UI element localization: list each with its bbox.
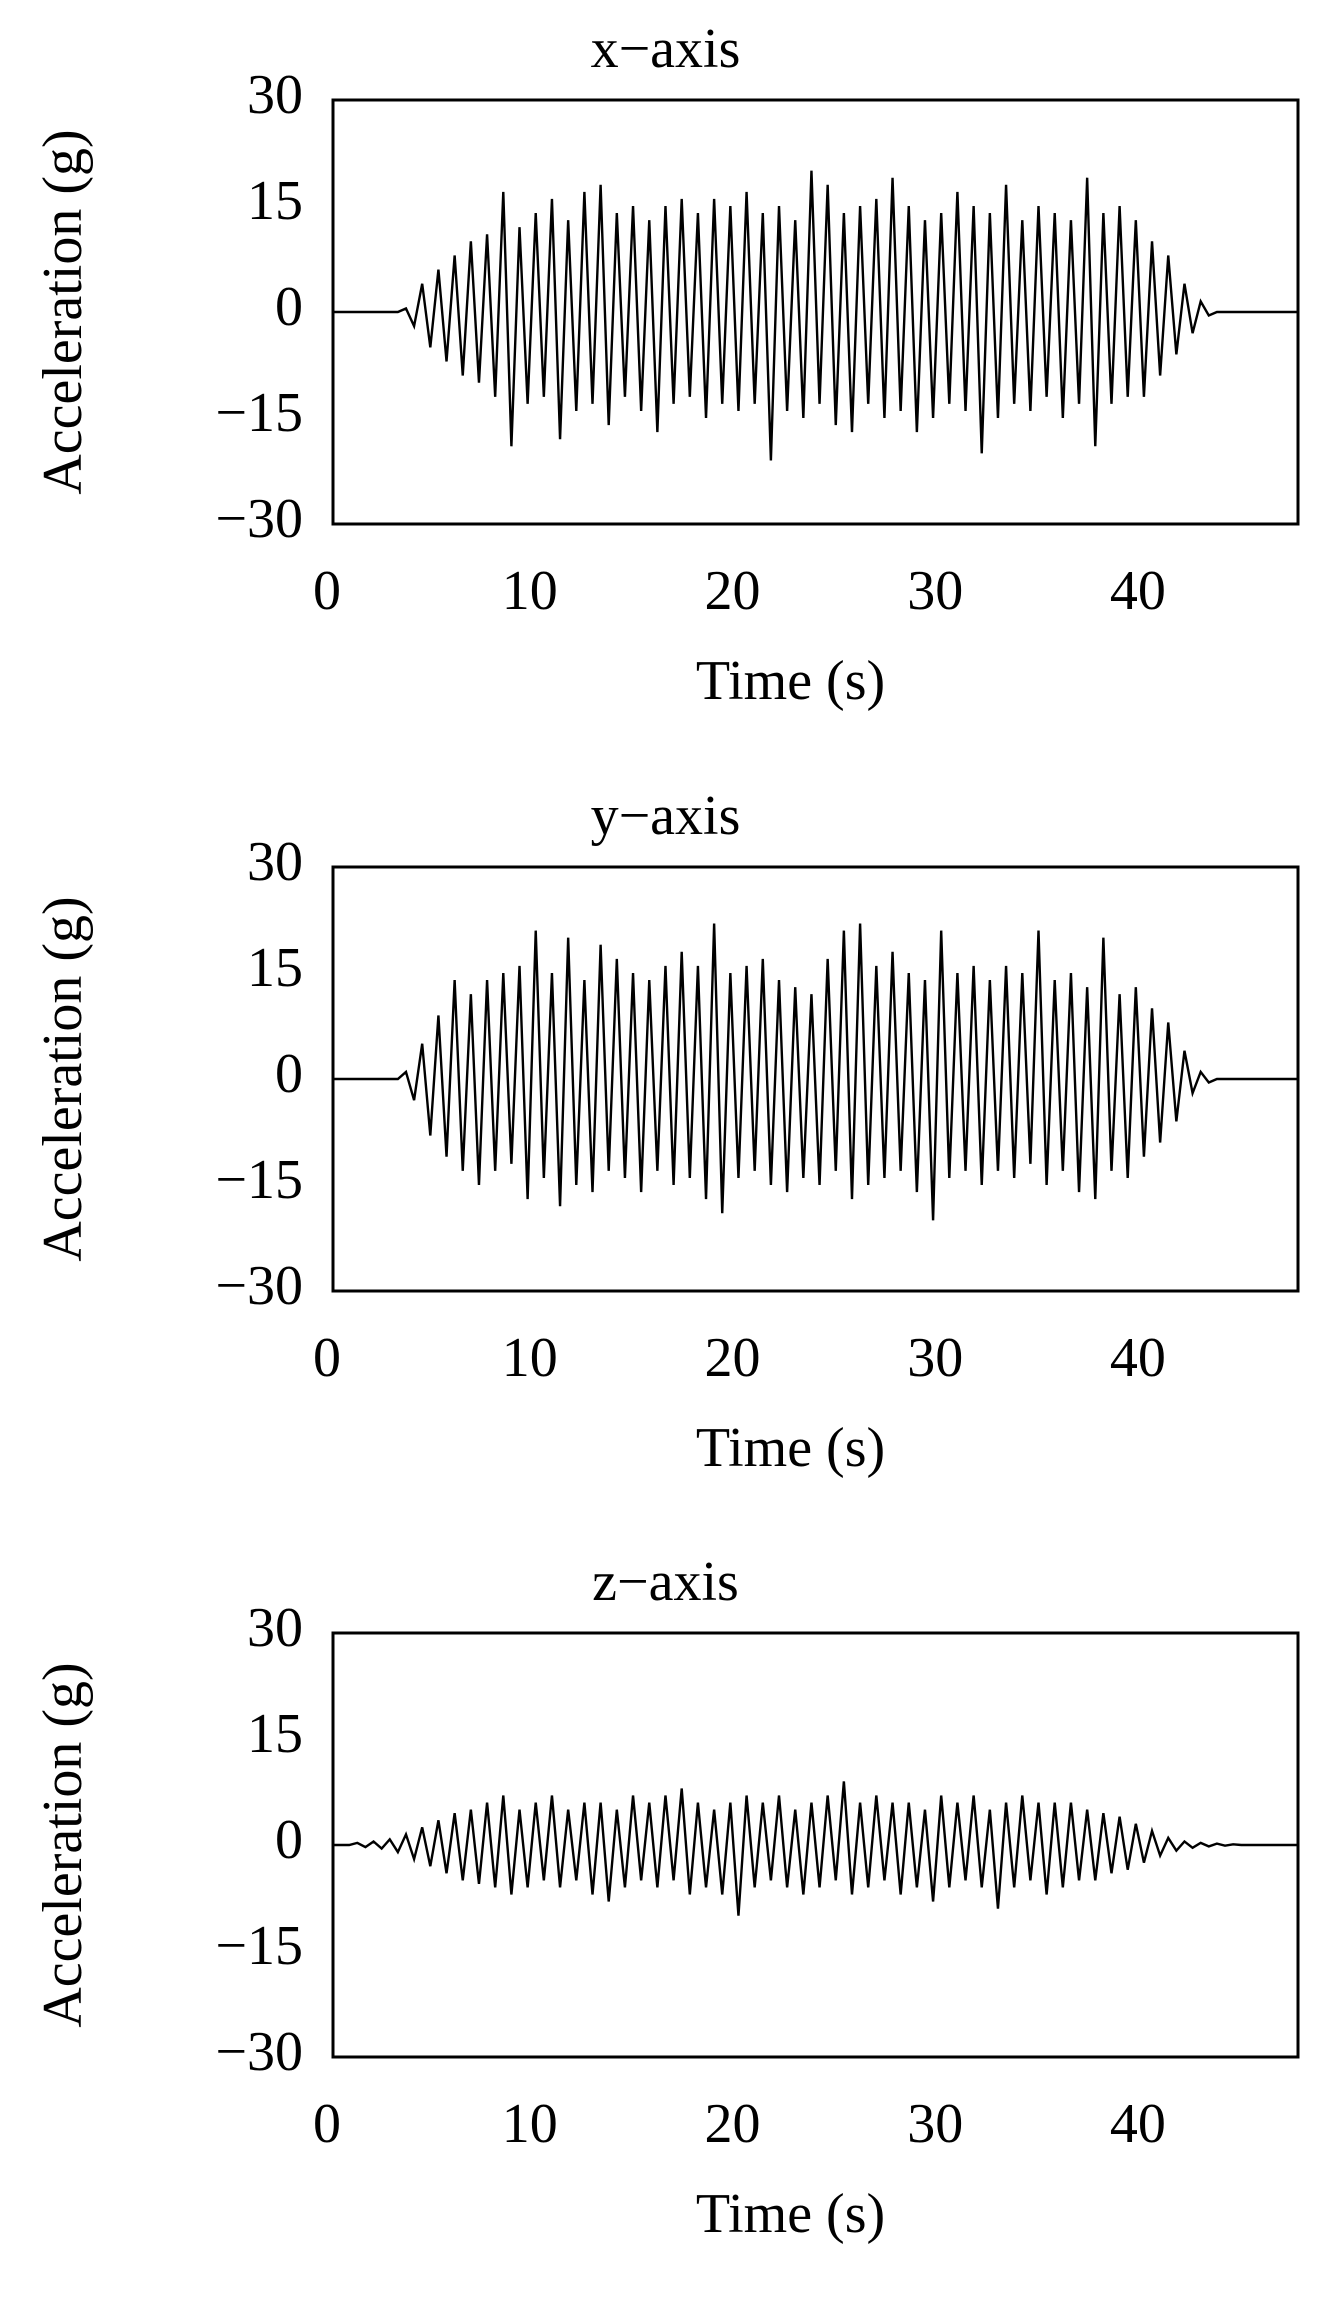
y-tick-label: 15	[247, 937, 303, 999]
x-tick-label: 40	[1110, 560, 1166, 622]
y-tick-label: −15	[215, 1915, 303, 1977]
y-tick-label: −30	[215, 1255, 303, 1317]
x-tick-label: 10	[502, 2093, 558, 2155]
y-tick-label: −15	[215, 382, 303, 444]
x-tick-label: 10	[502, 1327, 558, 1389]
y-tick-label: −30	[215, 488, 303, 550]
data-line	[333, 1781, 1298, 1916]
panel: z−axis −30 −15 0 15 30 0 10 20 30 40 Time (s) Accele…	[32, 1551, 1300, 2245]
x-tick-label: 30	[907, 2093, 963, 2155]
x-tick-label: 20	[704, 2093, 760, 2155]
plot-frame	[331, 98, 1300, 526]
x-tick-label: 20	[704, 560, 760, 622]
x-axis-label: Time (s)	[696, 650, 885, 712]
x-axis-label: Time (s)	[696, 1417, 885, 1479]
panel: x−axis −30 −15 0 15 30 0 10 20 30 40 Time (s) Accele…	[32, 18, 1300, 712]
x-tick-label: 30	[907, 560, 963, 622]
x-axis-label: Time (s)	[696, 2183, 885, 2245]
y-tick-label: 0	[275, 276, 303, 338]
x-tick-label: 40	[1110, 1327, 1166, 1389]
x-tick-label: 0	[313, 2093, 341, 2155]
y-tick-label: 0	[275, 1809, 303, 1871]
x-tick-label: 0	[313, 560, 341, 622]
panel-title: x−axis	[591, 18, 741, 80]
panel-title: z−axis	[592, 1551, 739, 1613]
panel: y−axis −30 −15 0 15 30 0 10 20 30 40 Time (s) Accele…	[32, 785, 1300, 1479]
plot-frame	[331, 865, 1300, 1293]
panel-title: y−axis	[591, 785, 741, 847]
x-tick-label: 10	[502, 560, 558, 622]
y-tick-label: −30	[215, 2021, 303, 2083]
x-tick-label: 40	[1110, 2093, 1166, 2155]
x-tick-label: 20	[704, 1327, 760, 1389]
y-tick-label: 30	[247, 1597, 303, 1659]
y-tick-label: 15	[247, 1703, 303, 1765]
y-axis-label: Acceleration (g)	[32, 1662, 94, 2027]
plot-frame	[331, 1631, 1300, 2059]
y-tick-label: 15	[247, 170, 303, 232]
x-tick-label: 0	[313, 1327, 341, 1389]
y-tick-label: 0	[275, 1043, 303, 1105]
y-tick-label: −15	[215, 1149, 303, 1211]
y-axis-label: Acceleration (g)	[32, 896, 94, 1261]
data-line	[333, 923, 1298, 1221]
y-tick-label: 30	[247, 64, 303, 126]
data-line	[333, 170, 1298, 461]
x-tick-label: 30	[907, 1327, 963, 1389]
y-tick-label: 30	[247, 831, 303, 893]
y-axis-label: Acceleration (g)	[32, 129, 94, 494]
